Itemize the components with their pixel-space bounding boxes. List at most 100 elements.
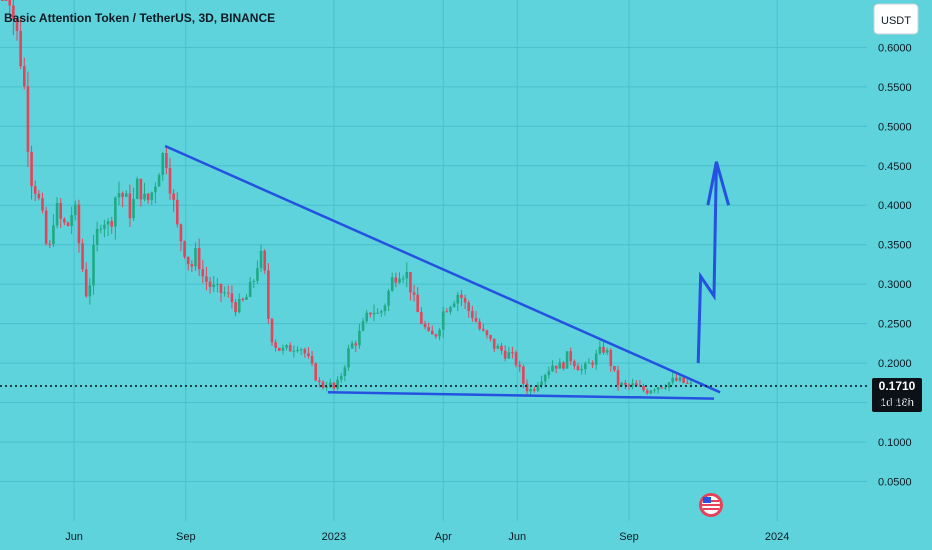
candle-119 xyxy=(434,333,438,339)
candle-88 xyxy=(321,380,325,390)
candle-48 xyxy=(175,192,179,228)
upper-trendline[interactable] xyxy=(164,144,721,394)
candle-156 xyxy=(569,347,573,366)
candle-152 xyxy=(554,365,558,374)
candle-72 xyxy=(263,249,267,274)
candle-185 xyxy=(675,374,678,382)
candle-112 xyxy=(409,271,412,301)
candle-164 xyxy=(598,340,602,356)
candle-8 xyxy=(30,145,33,200)
candle-84 xyxy=(307,347,310,359)
y-axis[interactable]: 0.0500 0.1000 0.1500 0.2000 0.2500 0.3000 0.35… xyxy=(878,42,912,488)
price-line-group: 0.1710 1d 18h xyxy=(0,378,922,413)
y-tick-label-10: 0.5500 xyxy=(878,82,912,94)
candle-7 xyxy=(26,71,30,167)
candle-103 xyxy=(376,308,379,314)
candle-143 xyxy=(522,364,525,389)
candle-39 xyxy=(143,182,146,202)
candle-96 xyxy=(350,340,354,349)
x-tick-label-4: Jun xyxy=(508,531,526,543)
candle-87 xyxy=(318,377,321,388)
candle-171 xyxy=(624,379,627,390)
candle-147 xyxy=(536,382,540,393)
lower-trendline[interactable] xyxy=(327,391,715,400)
candle-139 xyxy=(507,347,511,360)
y-tick-label-9: 0.5000 xyxy=(878,121,912,133)
candle-26 xyxy=(95,221,99,252)
candle-60 xyxy=(219,283,223,303)
candle-107 xyxy=(390,272,394,292)
candle-146 xyxy=(532,386,536,393)
candle-162 xyxy=(591,360,594,369)
candle-138 xyxy=(503,345,507,362)
currency-button[interactable]: USDT xyxy=(873,3,919,35)
candle-175 xyxy=(638,380,642,387)
candle-65 xyxy=(237,293,241,314)
candle-167 xyxy=(609,348,613,372)
candle-47 xyxy=(172,189,175,212)
candle-12 xyxy=(44,206,48,246)
candle-174 xyxy=(634,380,638,386)
y-tick-label-0: 0.0500 xyxy=(878,477,912,489)
candle-113 xyxy=(412,284,416,302)
candle-37 xyxy=(135,176,139,200)
candle-154 xyxy=(562,361,565,371)
chart-title: Basic Attention Token / TetherUS, 3D, BI… xyxy=(4,11,275,25)
candle-97 xyxy=(354,340,358,353)
candle-104 xyxy=(379,309,383,317)
candle-166 xyxy=(605,347,609,356)
candle-120 xyxy=(438,327,441,341)
candle-142 xyxy=(518,360,522,372)
candle-129 xyxy=(471,305,474,322)
y-tick-label-7: 0.4000 xyxy=(878,200,912,212)
candle-56 xyxy=(205,266,208,291)
candle-21 xyxy=(77,199,81,253)
candle-28 xyxy=(103,219,106,238)
us-flag-icon[interactable] xyxy=(699,493,723,517)
candle-18 xyxy=(66,221,70,227)
candle-76 xyxy=(277,347,281,352)
x-tick-label-2: 2023 xyxy=(322,531,346,543)
candle-3 xyxy=(12,0,15,36)
y-tick-label-5: 0.3000 xyxy=(878,279,912,291)
candle-133 xyxy=(485,329,489,339)
candle-132 xyxy=(481,323,485,332)
candle-125 xyxy=(456,291,460,312)
candle-127 xyxy=(463,294,467,310)
candle-124 xyxy=(452,300,456,308)
candle-54 xyxy=(197,238,201,277)
candle-111 xyxy=(405,262,409,288)
candle-176 xyxy=(642,383,645,393)
candle-145 xyxy=(529,387,532,395)
candle-157 xyxy=(573,359,576,370)
candle-109 xyxy=(398,272,401,284)
candle-35 xyxy=(128,184,132,228)
candle-20 xyxy=(73,200,77,221)
candle-62 xyxy=(226,285,230,298)
candle-180 xyxy=(656,386,660,394)
projection-arrow[interactable] xyxy=(696,161,718,364)
candle-179 xyxy=(653,388,656,394)
candle-130 xyxy=(474,311,478,323)
x-axis[interactable]: Jun Sep 2023 Apr Jun Sep 2024 xyxy=(65,531,789,543)
candle-137 xyxy=(500,342,503,355)
candle-19 xyxy=(70,206,73,235)
candle-116 xyxy=(423,320,427,330)
candle-42 xyxy=(154,182,157,204)
y-tick-label-4: 0.2500 xyxy=(878,319,912,331)
candle-58 xyxy=(212,276,216,293)
x-tick-label-3: Apr xyxy=(435,531,452,543)
candle-77 xyxy=(281,344,285,355)
candle-66 xyxy=(241,297,245,302)
candle-24 xyxy=(88,278,92,305)
candle-2 xyxy=(8,0,12,19)
candle-64 xyxy=(234,298,237,317)
candle-17 xyxy=(63,217,66,226)
candle-45 xyxy=(165,146,168,175)
projection-arrow-head[interactable] xyxy=(706,161,731,206)
candle-68 xyxy=(248,276,252,298)
candle-144 xyxy=(525,379,529,395)
candle-82 xyxy=(299,347,303,356)
candles xyxy=(1,0,693,395)
